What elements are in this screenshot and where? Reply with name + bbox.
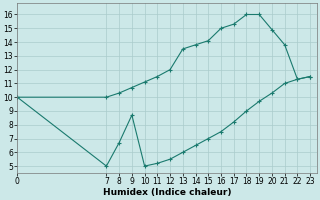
X-axis label: Humidex (Indice chaleur): Humidex (Indice chaleur) (103, 188, 231, 197)
